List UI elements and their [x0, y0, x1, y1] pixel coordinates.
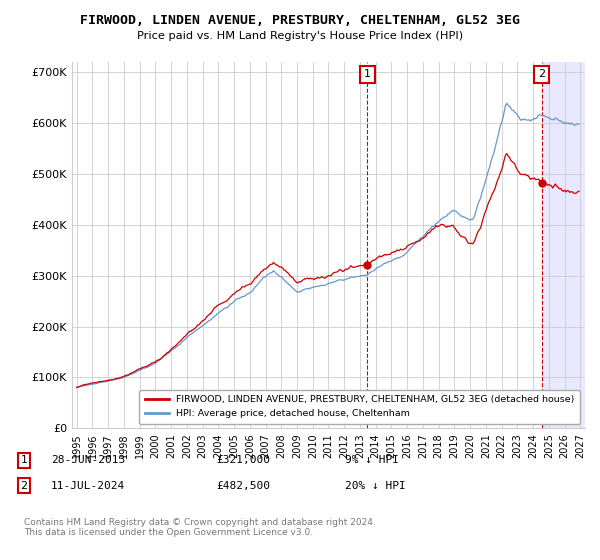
- Text: 20% ↓ HPI: 20% ↓ HPI: [345, 480, 406, 491]
- Text: Contains HM Land Registry data © Crown copyright and database right 2024.
This d: Contains HM Land Registry data © Crown c…: [24, 518, 376, 538]
- Text: 28-JUN-2013: 28-JUN-2013: [51, 455, 125, 465]
- Legend: FIRWOOD, LINDEN AVENUE, PRESTBURY, CHELTENHAM, GL52 3EG (detached house), HPI: A: FIRWOOD, LINDEN AVENUE, PRESTBURY, CHELT…: [139, 390, 580, 424]
- Text: FIRWOOD, LINDEN AVENUE, PRESTBURY, CHELTENHAM, GL52 3EG: FIRWOOD, LINDEN AVENUE, PRESTBURY, CHELT…: [80, 14, 520, 27]
- Text: 11-JUL-2024: 11-JUL-2024: [51, 480, 125, 491]
- Text: 1: 1: [20, 455, 28, 465]
- Text: 1: 1: [364, 69, 371, 80]
- Text: £321,000: £321,000: [216, 455, 270, 465]
- Text: 2: 2: [538, 69, 545, 80]
- Text: 9% ↓ HPI: 9% ↓ HPI: [345, 455, 399, 465]
- Text: £482,500: £482,500: [216, 480, 270, 491]
- Text: Price paid vs. HM Land Registry's House Price Index (HPI): Price paid vs. HM Land Registry's House …: [137, 31, 463, 41]
- Text: 2: 2: [20, 480, 28, 491]
- Bar: [542, 62, 588, 428]
